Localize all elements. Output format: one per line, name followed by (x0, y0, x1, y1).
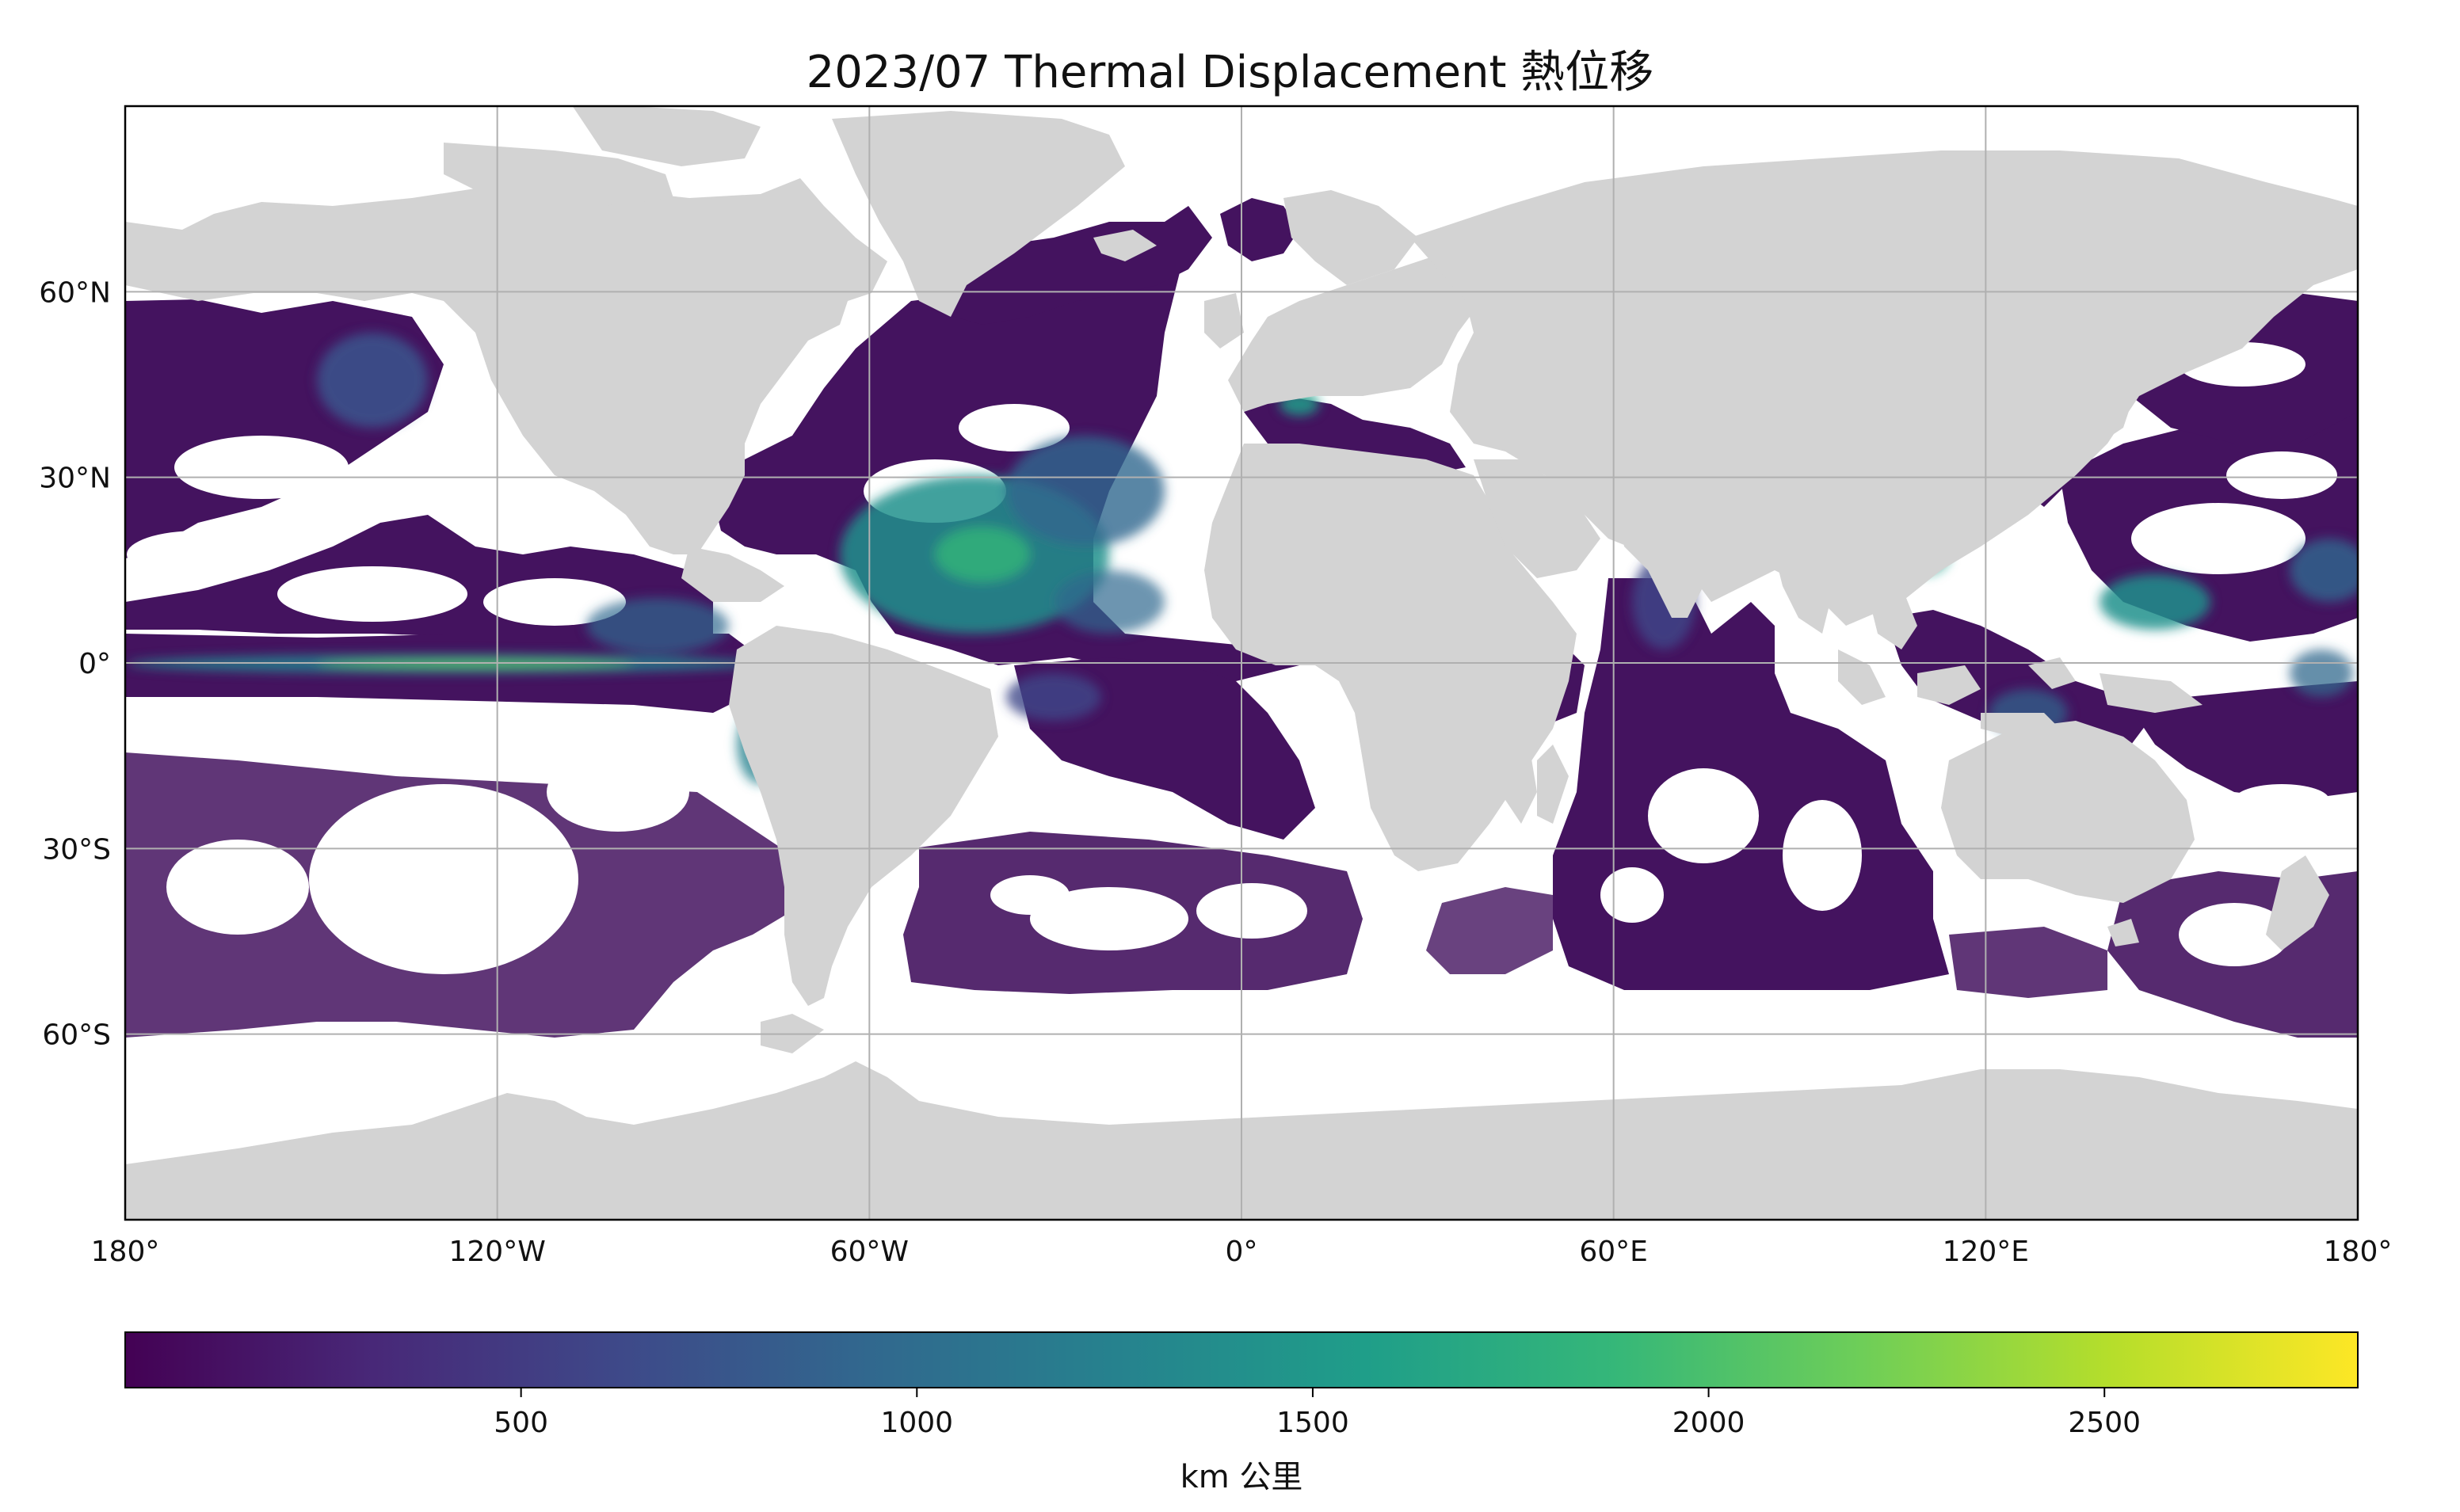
lon-tick-label: 180° (91, 1236, 160, 1268)
longitude-tick-labels: 180° 120°W 60°W 0° 60°E 120°E 180° (91, 1236, 2393, 1268)
colorbar-tick-label: 2000 (1672, 1407, 1745, 1439)
map-frame (124, 105, 2359, 1221)
lon-tick-label: 60°E (1579, 1236, 1648, 1268)
gridlines (125, 106, 2358, 1220)
lon-tick-label: 120°E (1943, 1236, 2029, 1268)
lon-tick-label: 0° (1226, 1236, 1258, 1268)
lon-tick-label: 120°W (449, 1236, 546, 1268)
colorbar-ramp (125, 1332, 2358, 1388)
map-area (125, 106, 2358, 1220)
lat-tick-label: 30°N (39, 463, 111, 495)
lat-tick-label: 60°S (42, 1019, 111, 1052)
colorbar-tick-label: 500 (494, 1407, 548, 1439)
lon-tick-label: 180° (2324, 1236, 2393, 1268)
lon-tick-label: 60°W (830, 1236, 909, 1268)
land-layer (125, 106, 2358, 1220)
lat-tick-label: 60°N (39, 276, 111, 309)
colorbar-ticks: 500 1000 1500 2000 2500 (494, 1388, 2141, 1439)
colorbar-tick-label: 2500 (2068, 1407, 2141, 1439)
colorbar-tick-label: 1000 (880, 1407, 953, 1439)
no-data-gaps (127, 342, 2337, 974)
latitude-tick-labels: 60°N 30°N 0° 30°S 60°S (39, 276, 111, 1051)
colorbar-tick-label: 1500 (1276, 1407, 1349, 1439)
map-title: 2023/07 Thermal Displacement 熱位移 (806, 47, 1654, 98)
lat-tick-label: 30°S (42, 833, 111, 866)
colorbar-label: km 公里 (1180, 1459, 1303, 1495)
high-displacement-zones (127, 333, 2358, 784)
colorbar-frame (124, 1331, 2359, 1388)
colorbar: 500 1000 1500 2000 2500 km 公里 (124, 1331, 2359, 1495)
lat-tick-label: 0° (78, 648, 111, 680)
